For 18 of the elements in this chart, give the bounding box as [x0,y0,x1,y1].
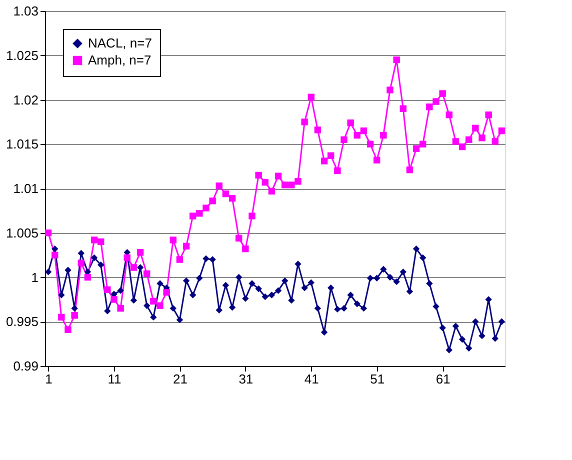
y-tick-label: 1 [31,270,38,285]
y-tick-label: 1.005 [6,225,38,240]
y-tick-label: 1.02 [13,92,38,108]
x-tick-label: 1 [45,372,52,386]
y-tick-label: 1.03 [13,4,38,18]
x-tick-label: 21 [172,372,188,386]
x-tick-label: 11 [108,372,122,386]
y-tick-label: 0.99 [13,358,38,374]
x-tick-label: 31 [238,372,254,386]
legend-label: Amph, n=7 [88,52,152,68]
x-tick-label: 61 [436,372,450,386]
y-tick-label: 1.015 [6,136,38,152]
y-tick-label: 1.01 [13,181,38,196]
y-tick-label: 0.995 [6,314,38,330]
x-tick-label: 41 [304,372,319,386]
y-tick-label: 1.025 [6,48,38,63]
legend-label: NACL, n=7 [88,36,152,50]
x-tick-label: 51 [370,372,385,386]
